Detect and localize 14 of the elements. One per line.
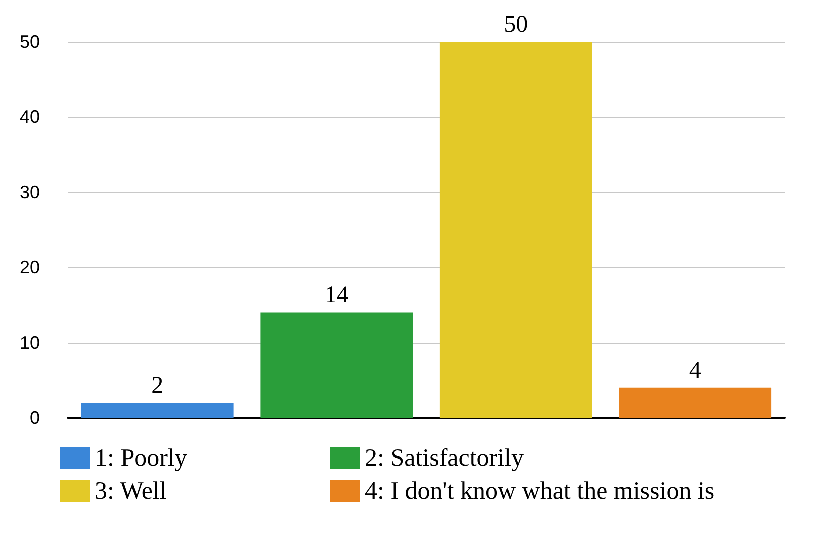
data-label: 50: [504, 12, 528, 38]
legend-label: 2: Satisfactorily: [365, 445, 524, 472]
legend-label: 3: Well: [95, 478, 167, 505]
y-tick-label: 40: [20, 107, 40, 128]
y-tick-label: 50: [20, 32, 40, 52]
data-label: 2: [152, 372, 164, 399]
data-label: 4: [689, 358, 702, 384]
data-label: 14: [324, 282, 349, 309]
y-tick-label: 20: [20, 258, 40, 278]
y-tick-label: 30: [20, 182, 40, 202]
y-tick-label: 10: [20, 332, 40, 353]
legend-label: 1: Poorly: [95, 445, 188, 472]
legend-label: 4: I don't know what the mission is: [365, 478, 715, 505]
y-tick-label: 0: [30, 408, 40, 428]
